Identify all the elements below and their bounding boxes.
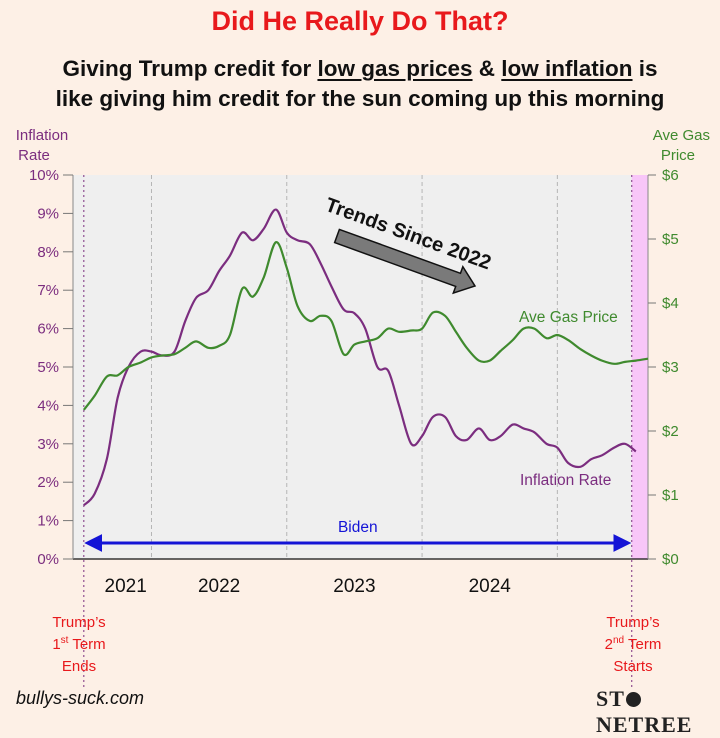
left-tick-label: 9% [37, 205, 59, 222]
stonetree-logo: STNETREE [596, 686, 720, 738]
axes: 0% 1% 2% 3% 4% 5% 6% 7% 8% 9% 10% $0 $1 $2 $3 $4 $5 $6 Inf… [16, 127, 710, 597]
subtitle-line-1: Giving Trump credit for low gas prices &… [0, 56, 720, 82]
left-tick-label: 3% [37, 436, 59, 453]
right-tick-label: $6 [662, 167, 679, 184]
term1-label: Trump’s 1st Term Ends [52, 614, 105, 675]
right-tick-label: $0 [662, 551, 679, 568]
year-label: 2024 [469, 576, 512, 597]
subtitle-underline-inflation: low inflation [501, 56, 633, 81]
subtitle-text-c: is [632, 56, 658, 81]
term2-number: 2 [605, 636, 613, 653]
website-label: bullys-suck.com [16, 688, 145, 708]
plot-area [73, 175, 648, 559]
term2-word: Term [624, 636, 661, 653]
term2-superscript: nd [613, 635, 624, 646]
left-tick-label: 7% [37, 282, 59, 299]
inflation-rate-line [83, 208, 637, 507]
subtitle-underline-gas: low gas prices [317, 56, 473, 81]
trump-second-term-band [631, 175, 648, 559]
logo-text-start: ST [596, 686, 625, 711]
left-axis-title-2: Rate [18, 147, 50, 164]
right-axis-title-1: Ave Gas [653, 127, 710, 144]
logo-text-end: NETREE [596, 712, 693, 737]
gas-series-label: Ave Gas Price [519, 309, 618, 326]
subtitle-line-2: like giving him credit for the sun comin… [55, 86, 665, 111]
right-tick-label: $2 [662, 423, 679, 440]
term1-line3: Ends [62, 658, 96, 675]
left-tick-label: 5% [37, 359, 59, 376]
left-axis-title-1: Inflation [16, 127, 69, 144]
year-label: 2022 [198, 576, 240, 597]
left-tick-label: 6% [37, 321, 59, 338]
left-tick-label: 1% [37, 513, 59, 530]
left-tick-label: 2% [37, 474, 59, 491]
term2-line3: Starts [613, 658, 652, 675]
dual-axis-line-chart: 0% 1% 2% 3% 4% 5% 6% 7% 8% 9% 10% $0 $1 $2 $3 $4 $5 $6 Inf… [16, 127, 710, 690]
right-tick-label: $1 [662, 487, 679, 504]
term1-word: Term [68, 636, 105, 653]
left-tick-label: 10% [29, 167, 59, 184]
term1-superscript: st [61, 635, 69, 646]
left-tick-label: 4% [37, 397, 59, 414]
year-label: 2021 [105, 576, 147, 597]
series-group [82, 208, 649, 507]
subtitle-text-a: Giving Trump credit for [62, 56, 318, 81]
term1-line1: Trump’s [52, 614, 105, 631]
gas-price-line [82, 241, 649, 411]
term2-label: Trump’s 2nd Term Starts [605, 614, 662, 675]
left-tick-label: 0% [37, 551, 59, 568]
subtitle-text-b: & [472, 56, 502, 81]
term1-number: 1 [52, 636, 60, 653]
logo-circle-icon [625, 692, 641, 707]
biden-label: Biden [338, 519, 378, 536]
year-label: 2023 [333, 576, 375, 597]
trend-arrow [333, 228, 477, 295]
right-tick-label: $3 [662, 359, 679, 376]
vertical-grid [83, 175, 633, 690]
term1-line2: 1st Term [52, 635, 105, 653]
right-tick-label: $4 [662, 295, 679, 312]
term2-line2: 2nd Term [605, 635, 662, 653]
term2-line1: Trump’s [606, 614, 659, 631]
right-tick-label: $5 [662, 231, 679, 248]
headline: Did He Really Do That? [211, 6, 509, 36]
inflation-series-label: Inflation Rate [520, 472, 611, 489]
right-axis-title-2: Price [661, 147, 695, 164]
left-tick-label: 8% [37, 244, 59, 261]
